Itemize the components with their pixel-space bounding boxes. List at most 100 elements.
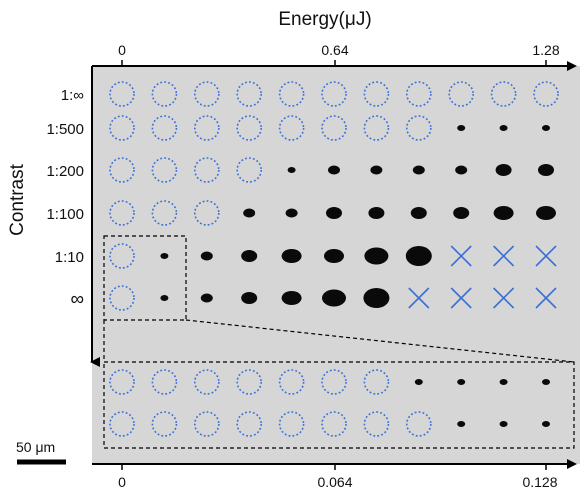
no-damage-marker bbox=[533, 81, 559, 107]
row-label-3: 1:100 bbox=[46, 206, 84, 223]
damage-spot bbox=[405, 246, 432, 266]
bottom-tick-label-1: 0.064 bbox=[317, 474, 352, 490]
damage-spot bbox=[160, 295, 169, 301]
top-axis-title: Energy(μJ) bbox=[278, 9, 371, 30]
damage-spot bbox=[241, 292, 258, 304]
damage-spot bbox=[364, 247, 389, 265]
main-grid-marks bbox=[109, 81, 559, 311]
no-damage-marker bbox=[363, 81, 390, 107]
no-damage-marker bbox=[363, 115, 390, 141]
no-damage-marker bbox=[405, 411, 432, 437]
no-damage-marker bbox=[109, 285, 135, 311]
no-damage-marker bbox=[194, 369, 220, 395]
no-damage-marker bbox=[151, 369, 178, 395]
micrograph-panel bbox=[92, 66, 580, 464]
cross-marker bbox=[535, 287, 557, 309]
damage-spot bbox=[457, 379, 466, 385]
damage-spot bbox=[326, 207, 342, 219]
row-label-2: 1:200 bbox=[46, 163, 84, 180]
cross-marker bbox=[493, 287, 515, 309]
scale-bar-label: 50 μm bbox=[16, 439, 55, 455]
no-damage-marker bbox=[321, 411, 347, 437]
damage-spot bbox=[285, 208, 298, 218]
damage-spot bbox=[414, 379, 423, 385]
no-damage-marker bbox=[151, 115, 178, 141]
no-damage-marker bbox=[194, 200, 220, 226]
damage-spot bbox=[363, 288, 390, 308]
damage-spot bbox=[241, 250, 258, 262]
damage-spot bbox=[328, 165, 340, 175]
damage-spot bbox=[495, 164, 512, 176]
no-damage-marker bbox=[194, 115, 220, 141]
damage-spot bbox=[281, 249, 302, 263]
zoom-source-box bbox=[103, 235, 187, 321]
no-damage-marker bbox=[194, 411, 220, 437]
no-damage-marker bbox=[151, 81, 178, 107]
row-label-5: ∞ bbox=[70, 289, 84, 310]
top-axis-ticks: 0 0.64 1.28 bbox=[118, 42, 560, 66]
no-damage-marker bbox=[151, 411, 178, 437]
row-label-1: 1:500 bbox=[46, 121, 84, 138]
bottom-tick-label-0: 0 bbox=[118, 474, 126, 490]
no-damage-marker bbox=[194, 81, 220, 107]
no-damage-marker bbox=[109, 243, 135, 269]
no-damage-marker bbox=[236, 369, 262, 395]
damage-spot bbox=[538, 164, 554, 176]
damage-spot bbox=[542, 125, 550, 131]
zoom-grid-marks bbox=[109, 369, 550, 437]
top-tick-label-2: 1.28 bbox=[532, 42, 559, 58]
no-damage-marker bbox=[321, 369, 347, 395]
no-damage-marker bbox=[448, 81, 475, 107]
zoom-inset-box bbox=[103, 361, 575, 449]
no-damage-marker bbox=[278, 115, 305, 141]
row-labels: 1:∞ 1:500 1:200 1:100 1:10 ∞ bbox=[46, 87, 84, 310]
no-damage-marker bbox=[236, 115, 262, 141]
no-damage-marker bbox=[194, 157, 220, 183]
damage-spot bbox=[499, 125, 508, 131]
no-damage-marker bbox=[278, 81, 305, 107]
damage-spot bbox=[493, 206, 514, 220]
damage-spot bbox=[200, 251, 213, 261]
no-damage-marker bbox=[109, 81, 135, 107]
left-axis-title: Contrast bbox=[7, 163, 28, 236]
no-damage-marker bbox=[109, 200, 135, 226]
damage-spot bbox=[542, 421, 550, 427]
damage-spot bbox=[412, 165, 425, 175]
damage-spot bbox=[499, 421, 508, 427]
no-damage-marker bbox=[278, 369, 305, 395]
no-damage-marker bbox=[321, 115, 347, 141]
row-label-4: 1:10 bbox=[55, 249, 84, 266]
damage-spot bbox=[368, 207, 385, 219]
no-damage-marker bbox=[151, 157, 178, 183]
cross-marker bbox=[535, 245, 557, 267]
zoom-connector-right bbox=[185, 319, 575, 363]
top-tick-label-1: 0.64 bbox=[321, 42, 348, 58]
no-damage-marker bbox=[363, 411, 390, 437]
damage-spot bbox=[243, 208, 256, 218]
damage-spot bbox=[499, 379, 508, 385]
damage-spot bbox=[200, 293, 213, 303]
damage-spot bbox=[370, 165, 383, 175]
cross-marker bbox=[493, 245, 515, 267]
damage-spot bbox=[410, 207, 427, 219]
no-damage-marker bbox=[109, 157, 135, 183]
damage-spot bbox=[287, 167, 296, 173]
no-damage-marker bbox=[278, 411, 305, 437]
no-damage-marker bbox=[405, 81, 432, 107]
no-damage-marker bbox=[151, 200, 178, 226]
bottom-axis-ticks: 0 0.064 0.128 bbox=[118, 464, 558, 490]
no-damage-marker bbox=[109, 369, 135, 395]
cross-marker bbox=[450, 287, 472, 309]
damage-spot bbox=[322, 289, 346, 307]
damage-spot bbox=[457, 125, 466, 131]
no-damage-marker bbox=[109, 411, 135, 437]
damage-spot bbox=[324, 249, 344, 263]
no-damage-marker bbox=[321, 81, 347, 107]
damage-spot bbox=[453, 207, 470, 219]
no-damage-marker bbox=[490, 81, 517, 107]
cross-marker bbox=[450, 245, 472, 267]
damage-spot bbox=[455, 165, 468, 175]
top-tick-label-0: 0 bbox=[118, 42, 126, 58]
no-damage-marker bbox=[236, 157, 262, 183]
